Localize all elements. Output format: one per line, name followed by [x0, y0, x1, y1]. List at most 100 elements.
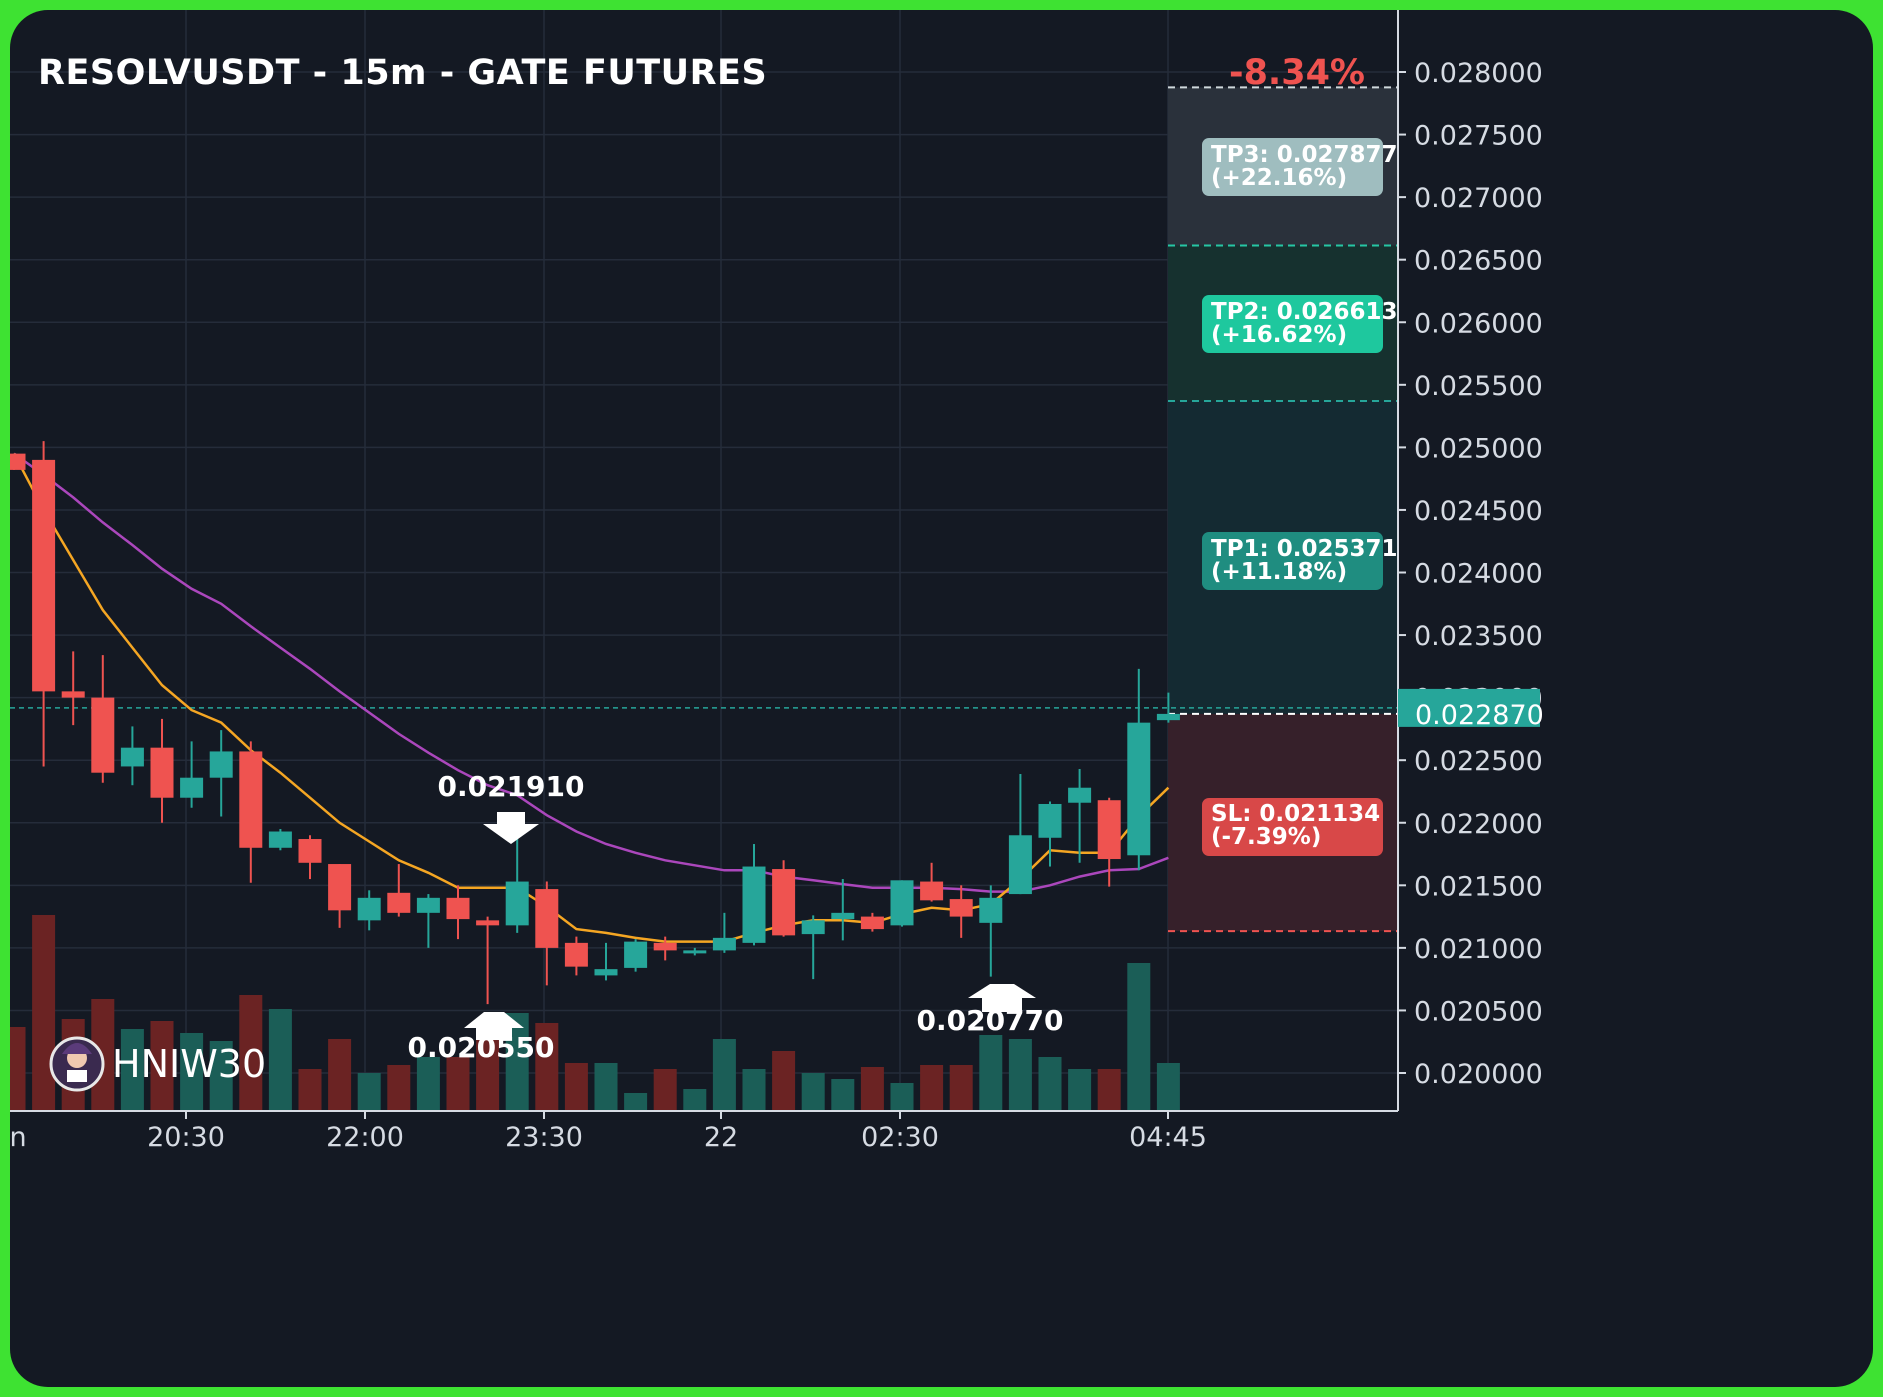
- price-tick-label: 0.022000: [1414, 809, 1543, 840]
- candle[interactable]: [387, 864, 411, 917]
- candle[interactable]: [535, 881, 559, 986]
- tp1-price: TP1: 0.025371: [1211, 536, 1398, 562]
- candle[interactable]: [180, 741, 204, 808]
- candle[interactable]: [209, 730, 233, 817]
- candle[interactable]: [979, 885, 1003, 977]
- price-tick-label: 0.020500: [1414, 996, 1543, 1027]
- volume-bar: [120, 1029, 144, 1111]
- high-marker-label: 0.021910: [437, 770, 584, 803]
- candle-body: [742, 866, 766, 943]
- time-tick-label: 20:30: [147, 1122, 225, 1153]
- candle[interactable]: [831, 879, 855, 941]
- candle-body: [120, 747, 144, 767]
- volume-bar: [1068, 1069, 1092, 1111]
- tp3-label[interactable]: TP3: 0.027877 (+22.16%): [1202, 138, 1398, 196]
- candle[interactable]: [1127, 668, 1151, 871]
- candle[interactable]: [150, 718, 174, 823]
- sl-label[interactable]: SL: 0.021134 (-7.39%): [1202, 798, 1383, 856]
- volume-bar: [772, 1051, 796, 1111]
- candle[interactable]: [1038, 801, 1062, 867]
- tp2-label[interactable]: TP2: 0.026613 (+16.62%): [1202, 295, 1398, 353]
- tp1-label-bg: [1202, 532, 1383, 590]
- candle[interactable]: [712, 912, 736, 953]
- candle[interactable]: [920, 862, 944, 902]
- candle[interactable]: [32, 441, 56, 767]
- candle[interactable]: [1068, 768, 1092, 863]
- candle[interactable]: [860, 912, 884, 932]
- candle-body: [357, 897, 381, 921]
- volume-bar: [10, 1027, 26, 1111]
- tp2-price: TP2: 0.026613: [1211, 299, 1398, 325]
- time-tick-label: 22: [704, 1122, 738, 1153]
- candle[interactable]: [268, 829, 292, 851]
- chart-title: RESOLVUSDT - 15m - GATE FUTURES: [38, 53, 767, 93]
- price-tick-label: 0.024000: [1414, 559, 1543, 590]
- time-axis[interactable]: n 20:30 22:00 23:30 22 02:30 04:45: [10, 1110, 1398, 1153]
- candle[interactable]: [61, 651, 85, 726]
- volume-bar: [535, 1023, 559, 1111]
- candle-body: [298, 839, 322, 863]
- current-price-tag-bg: [1398, 688, 1540, 727]
- volume-bar: [624, 1093, 648, 1111]
- volume-bar: [1097, 1069, 1121, 1111]
- ma-fast-line: [12, 453, 1170, 943]
- current-price-tag: 0.022870: [1398, 688, 1544, 731]
- candle[interactable]: [239, 741, 263, 883]
- candle-body: [239, 751, 263, 848]
- candle[interactable]: [890, 880, 914, 927]
- candle[interactable]: [91, 655, 115, 783]
- candle-body: [1068, 787, 1092, 803]
- candle[interactable]: [416, 894, 440, 948]
- low-marker-1-label: 0.020550: [407, 1031, 554, 1064]
- price-tick-label: 0.023500: [1414, 621, 1543, 652]
- candle[interactable]: [446, 885, 470, 940]
- volume-bar: [476, 1029, 500, 1111]
- candle-body: [32, 459, 56, 692]
- candle[interactable]: [683, 947, 707, 956]
- candle-body: [594, 969, 618, 976]
- price-tick-label: 0.025500: [1414, 371, 1543, 402]
- volume-bar: [860, 1067, 884, 1111]
- candle-body: [831, 912, 855, 920]
- price-tick-label: 0.027500: [1414, 121, 1543, 152]
- low-marker-2-label: 0.020770: [916, 1004, 1063, 1037]
- price-axis[interactable]: 0.028000 0.027500 0.027000 0.026500 0.026000…: [1397, 10, 1543, 1111]
- candle[interactable]: [1008, 773, 1032, 895]
- candle-body: [801, 920, 825, 935]
- candle[interactable]: [801, 915, 825, 980]
- low-marker-2: 0.020770: [916, 984, 1064, 1037]
- candle[interactable]: [949, 885, 973, 938]
- candle[interactable]: [594, 942, 618, 981]
- volume-bar: [1127, 963, 1151, 1111]
- candle[interactable]: [476, 916, 500, 1005]
- candle[interactable]: [298, 835, 322, 880]
- candle[interactable]: [1097, 797, 1121, 887]
- candle[interactable]: [564, 936, 588, 976]
- candle[interactable]: [742, 844, 766, 946]
- candle[interactable]: [653, 936, 677, 961]
- price-tick-label: 0.025000: [1414, 433, 1543, 464]
- watermark: HNIW30: [49, 1036, 266, 1092]
- candle-body: [1038, 803, 1062, 838]
- candle[interactable]: [772, 860, 796, 937]
- candle[interactable]: [624, 939, 648, 972]
- candle-body: [772, 869, 796, 936]
- candle-body: [1127, 722, 1151, 856]
- chart-canvas[interactable]: RESOLVUSDT - 15m - GATE FUTURES -8.34% T…: [10, 10, 1873, 1387]
- candle[interactable]: [1156, 692, 1180, 723]
- candle[interactable]: [328, 864, 352, 928]
- price-tick-label: 0.021000: [1414, 934, 1543, 965]
- candle[interactable]: [10, 453, 26, 470]
- sl-label-bg: [1202, 798, 1383, 856]
- volume-bar: [32, 915, 56, 1111]
- candle-body: [1156, 713, 1180, 721]
- candle[interactable]: [120, 726, 144, 786]
- candle-body: [1008, 835, 1032, 895]
- candle-body: [387, 892, 411, 913]
- candle[interactable]: [505, 834, 529, 933]
- candle[interactable]: [357, 890, 381, 931]
- avatar-hair-icon: [62, 1043, 92, 1054]
- volume-bar: [180, 1033, 204, 1111]
- tp1-label[interactable]: TP1: 0.025371 (+11.18%): [1202, 532, 1398, 590]
- candle-body: [564, 942, 588, 967]
